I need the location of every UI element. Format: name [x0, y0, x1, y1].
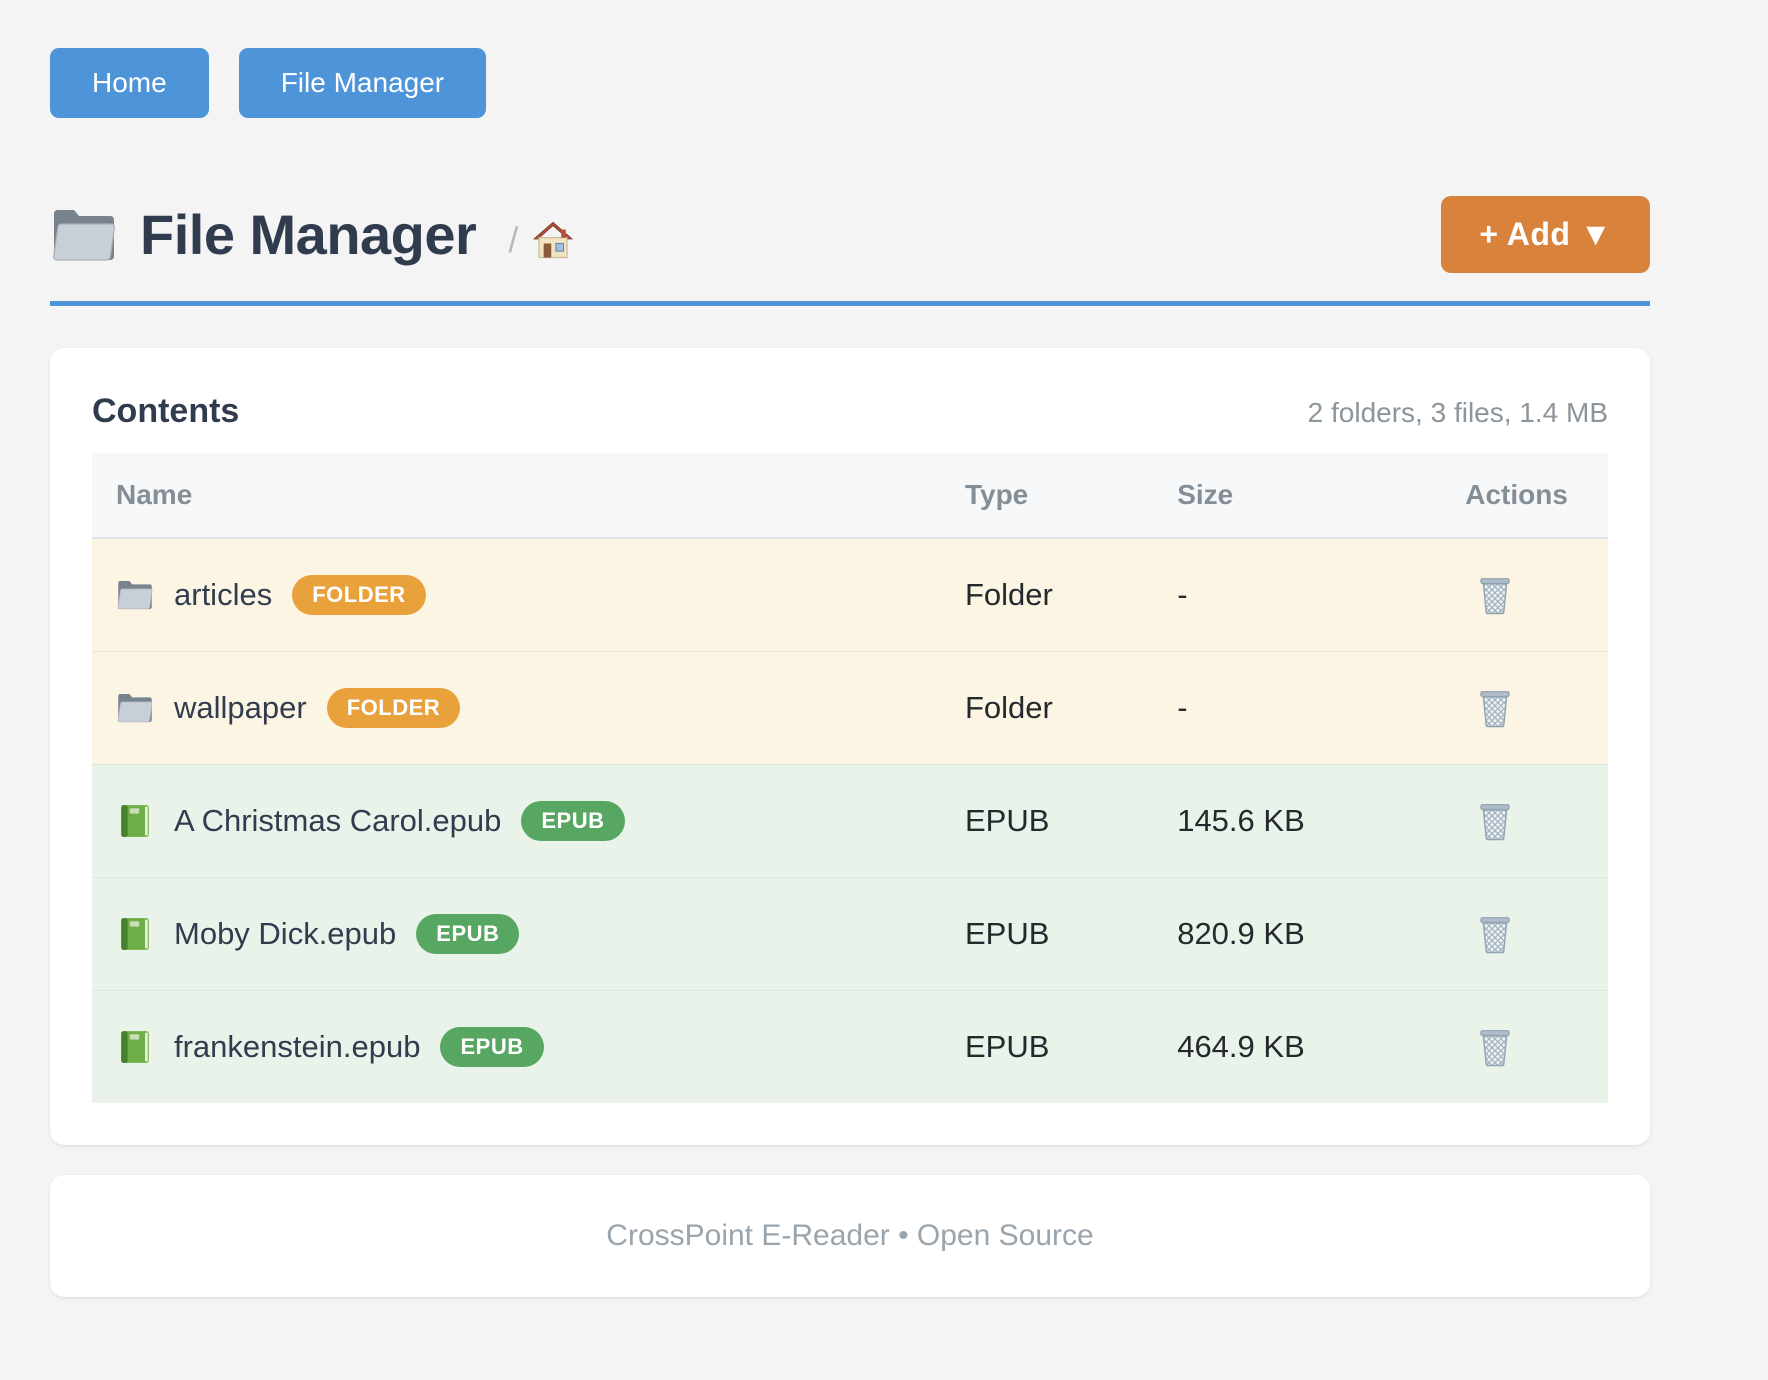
- book-icon: [116, 803, 154, 839]
- type-badge: EPUB: [416, 913, 520, 954]
- delete-button[interactable]: [1477, 1027, 1513, 1067]
- type-cell: EPUB: [964, 915, 1050, 951]
- table-row[interactable]: Moby Dick.epub EPUB EPUB 820.9 KB: [92, 877, 1608, 990]
- table-header-row: Name Type Size Actions: [92, 453, 1608, 539]
- type-cell: Folder: [964, 689, 1053, 725]
- footer-card: CrossPoint E-Reader • Open Source: [50, 1175, 1650, 1297]
- nav-file-manager-button[interactable]: File Manager: [238, 48, 487, 118]
- actions-cell: [1441, 538, 1608, 651]
- actions-cell: [1441, 990, 1608, 1103]
- size-cell: 464.9 KB: [1177, 1028, 1305, 1064]
- folder-icon: [50, 206, 118, 264]
- title-divider: [50, 301, 1650, 306]
- table-row[interactable]: A Christmas Carol.epub EPUB EPUB 145.6 K…: [92, 764, 1608, 877]
- file-name[interactable]: Moby Dick.epub: [174, 915, 397, 951]
- name-cell: articles FOLDER: [92, 538, 941, 651]
- column-header-actions: Actions: [1441, 453, 1608, 539]
- type-cell: EPUB: [964, 1028, 1050, 1064]
- column-header-name: Name: [92, 453, 941, 539]
- name-cell: A Christmas Carol.epub EPUB: [92, 764, 941, 877]
- name-cell: frankenstein.epub EPUB: [92, 990, 941, 1103]
- table-row[interactable]: wallpaper FOLDER Folder -: [92, 651, 1608, 764]
- page: Home File Manager File Manager /: [50, 0, 1650, 1297]
- add-button[interactable]: + Add ▼: [1441, 196, 1650, 273]
- delete-button[interactable]: [1477, 801, 1513, 841]
- contents-title: Contents: [92, 392, 240, 430]
- file-name[interactable]: A Christmas Carol.epub: [174, 802, 502, 838]
- table-row[interactable]: articles FOLDER Folder -: [92, 538, 1608, 651]
- column-header-type: Type: [940, 453, 1154, 539]
- page-title: File Manager: [140, 203, 477, 266]
- footer-text: CrossPoint E-Reader • Open Source: [606, 1219, 1094, 1252]
- type-badge: EPUB: [440, 1026, 544, 1067]
- actions-cell: [1441, 877, 1608, 990]
- title-group: File Manager /: [50, 202, 574, 267]
- trash-icon: [1477, 801, 1513, 841]
- type-badge: FOLDER: [292, 574, 426, 615]
- book-icon: [116, 916, 154, 952]
- size-cell: 145.6 KB: [1177, 802, 1305, 838]
- delete-button[interactable]: [1477, 575, 1513, 615]
- breadcrumb-separator: /: [508, 218, 519, 260]
- contents-card: Contents 2 folders, 3 files, 1.4 MB Name…: [50, 348, 1650, 1145]
- contents-summary: 2 folders, 3 files, 1.4 MB: [1307, 397, 1608, 428]
- actions-cell: [1441, 651, 1608, 764]
- folder-icon: [116, 577, 154, 613]
- page-header: File Manager / + Add ▼: [50, 196, 1650, 273]
- column-header-size: Size: [1153, 453, 1442, 539]
- delete-button[interactable]: [1477, 688, 1513, 728]
- table-row[interactable]: frankenstein.epub EPUB EPUB 464.9 KB: [92, 990, 1608, 1103]
- size-cell: 820.9 KB: [1177, 915, 1305, 951]
- folder-icon: [116, 690, 154, 726]
- size-cell: -: [1177, 576, 1188, 612]
- trash-icon: [1477, 575, 1513, 615]
- file-name[interactable]: frankenstein.epub: [174, 1028, 421, 1064]
- name-cell: wallpaper FOLDER: [92, 651, 941, 764]
- breadcrumb: /: [508, 219, 574, 261]
- file-name[interactable]: articles: [174, 576, 273, 612]
- top-nav: Home File Manager: [50, 0, 1650, 118]
- trash-icon: [1477, 1027, 1513, 1067]
- type-cell: Folder: [964, 576, 1053, 612]
- files-table: Name Type Size Actions articles FOLDER: [92, 453, 1608, 1103]
- nav-home-button[interactable]: Home: [50, 48, 209, 118]
- type-badge: FOLDER: [326, 687, 461, 728]
- name-cell: Moby Dick.epub EPUB: [92, 877, 941, 990]
- book-icon: [116, 1029, 154, 1065]
- type-cell: EPUB: [964, 802, 1050, 838]
- file-name[interactable]: wallpaper: [174, 689, 307, 725]
- contents-header: Contents 2 folders, 3 files, 1.4 MB: [92, 392, 1608, 431]
- actions-cell: [1441, 764, 1608, 877]
- trash-icon: [1477, 914, 1513, 954]
- delete-button[interactable]: [1477, 914, 1513, 954]
- trash-icon: [1477, 688, 1513, 728]
- size-cell: -: [1177, 689, 1188, 725]
- type-badge: EPUB: [521, 800, 625, 841]
- home-icon[interactable]: [532, 220, 574, 260]
